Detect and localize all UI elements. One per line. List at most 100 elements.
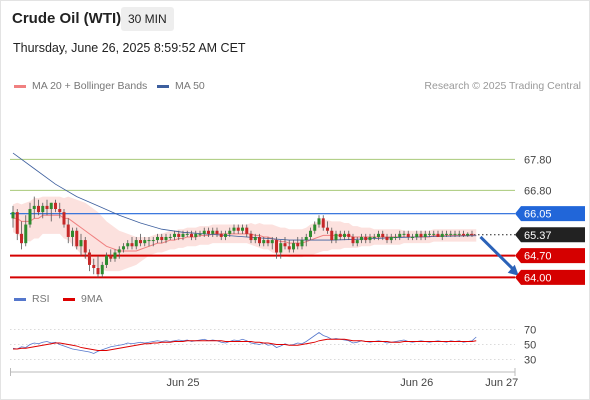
candle-body	[224, 233, 227, 237]
candle-body	[100, 264, 104, 275]
candle-body	[194, 233, 198, 237]
candle-body	[296, 243, 300, 247]
candle-body	[300, 240, 304, 247]
candle-body	[355, 240, 359, 244]
candle-body	[326, 227, 329, 231]
legend-rsi-label: RSI	[32, 293, 50, 305]
candle-body	[466, 233, 470, 236]
candle-body	[20, 233, 23, 244]
report-datetime: Thursday, June 26, 2025 8:59:52 AM CET	[13, 41, 246, 55]
rsi-tick-50: 50	[524, 340, 536, 352]
candle-body	[151, 240, 155, 242]
candle-body	[190, 233, 193, 237]
candle-body	[245, 227, 249, 234]
candle-body	[457, 233, 461, 235]
legend-ma20-label: MA 20 + Bollinger Bands	[32, 80, 148, 92]
price-tag-text-64.70: 64.70	[524, 251, 552, 263]
candle-body	[28, 209, 32, 225]
instrument-title: Crude Oil (WTI)	[12, 10, 122, 27]
candle-body	[406, 233, 410, 237]
rsi-tick-30: 30	[524, 355, 536, 367]
candle-body	[381, 233, 385, 237]
candle-body	[287, 246, 291, 250]
candle-body	[334, 233, 338, 241]
candle-body	[219, 233, 223, 237]
price-tag-65.37	[515, 227, 585, 243]
level-label-67.80: 67.80	[524, 154, 552, 166]
candle-body	[330, 230, 334, 241]
legend-9ma-label: 9MA	[81, 293, 103, 305]
candle-body	[364, 236, 368, 241]
candle-body	[453, 233, 457, 235]
candle-body	[283, 243, 287, 247]
candle-body	[313, 224, 317, 231]
candle-body	[126, 243, 130, 247]
candle-body	[228, 230, 232, 234]
legend-ma20: MA 20 + Bollinger Bands	[14, 80, 147, 92]
price-tag-66.05	[515, 206, 585, 222]
candle-body	[253, 236, 257, 241]
candle-body	[262, 240, 266, 244]
date-label-Jun-25: Jun 25	[166, 377, 199, 389]
candle-body	[11, 212, 15, 219]
candle-body	[279, 243, 283, 253]
candle-body	[394, 236, 397, 238]
candle-body	[432, 233, 436, 235]
candle-body	[160, 236, 164, 241]
candle-body	[173, 233, 176, 237]
rsi-tick-70: 70	[524, 325, 536, 337]
candle-body	[275, 240, 278, 253]
candle-body	[181, 233, 185, 237]
candle-body	[270, 240, 274, 244]
price-tag-text-65.37: 65.37	[524, 230, 552, 242]
candle-body	[360, 236, 363, 241]
candle-body	[49, 202, 53, 210]
candle-body	[343, 233, 346, 237]
candle-body	[41, 205, 45, 213]
candle-body	[139, 240, 142, 244]
price-tag-text-66.05: 66.05	[524, 209, 552, 221]
candle-body	[198, 233, 202, 235]
price-tag-64.70	[515, 248, 585, 264]
level-label-66.80: 66.80	[524, 185, 552, 197]
rsi-9ma-line	[13, 338, 477, 351]
candle-body	[232, 227, 236, 231]
candle-body	[338, 233, 342, 237]
candle-body	[398, 233, 402, 237]
candle-body	[96, 268, 100, 275]
candle-body	[436, 233, 440, 237]
candle-body	[113, 252, 117, 259]
forecast-arrow-shaft	[479, 235, 516, 272]
candle-body	[347, 233, 351, 237]
candle-body	[368, 236, 372, 241]
legend-9ma: 9MA	[63, 293, 103, 305]
candle-body	[449, 233, 453, 235]
candle-body	[440, 233, 444, 237]
candle-body	[202, 230, 206, 234]
candle-body	[207, 230, 210, 234]
candle-body	[32, 205, 36, 210]
candle-body	[309, 230, 312, 237]
candle-body	[58, 209, 62, 213]
legend-ma50-label: MA 50	[175, 80, 205, 92]
candle-body	[130, 243, 134, 247]
legend-rsi: RSI	[14, 293, 50, 305]
candle-body	[54, 202, 57, 210]
candle-body	[304, 236, 308, 241]
date-label-Jun-27: Jun 27	[485, 377, 518, 389]
candle-body	[185, 233, 189, 235]
rsi-line	[12, 332, 477, 354]
legend-ma50: MA 50	[157, 80, 205, 92]
forecast-arrow-head	[507, 264, 519, 276]
candle-body	[351, 236, 355, 244]
timeframe-badge[interactable]: 30 MIN	[121, 7, 174, 31]
candle-body	[147, 240, 151, 242]
candle-body	[377, 233, 380, 237]
candle-body	[249, 233, 253, 241]
candle-body	[428, 233, 431, 235]
candle-body	[75, 230, 79, 247]
candle-body	[462, 233, 465, 236]
candle-body	[105, 255, 108, 265]
candle-body	[83, 240, 87, 253]
